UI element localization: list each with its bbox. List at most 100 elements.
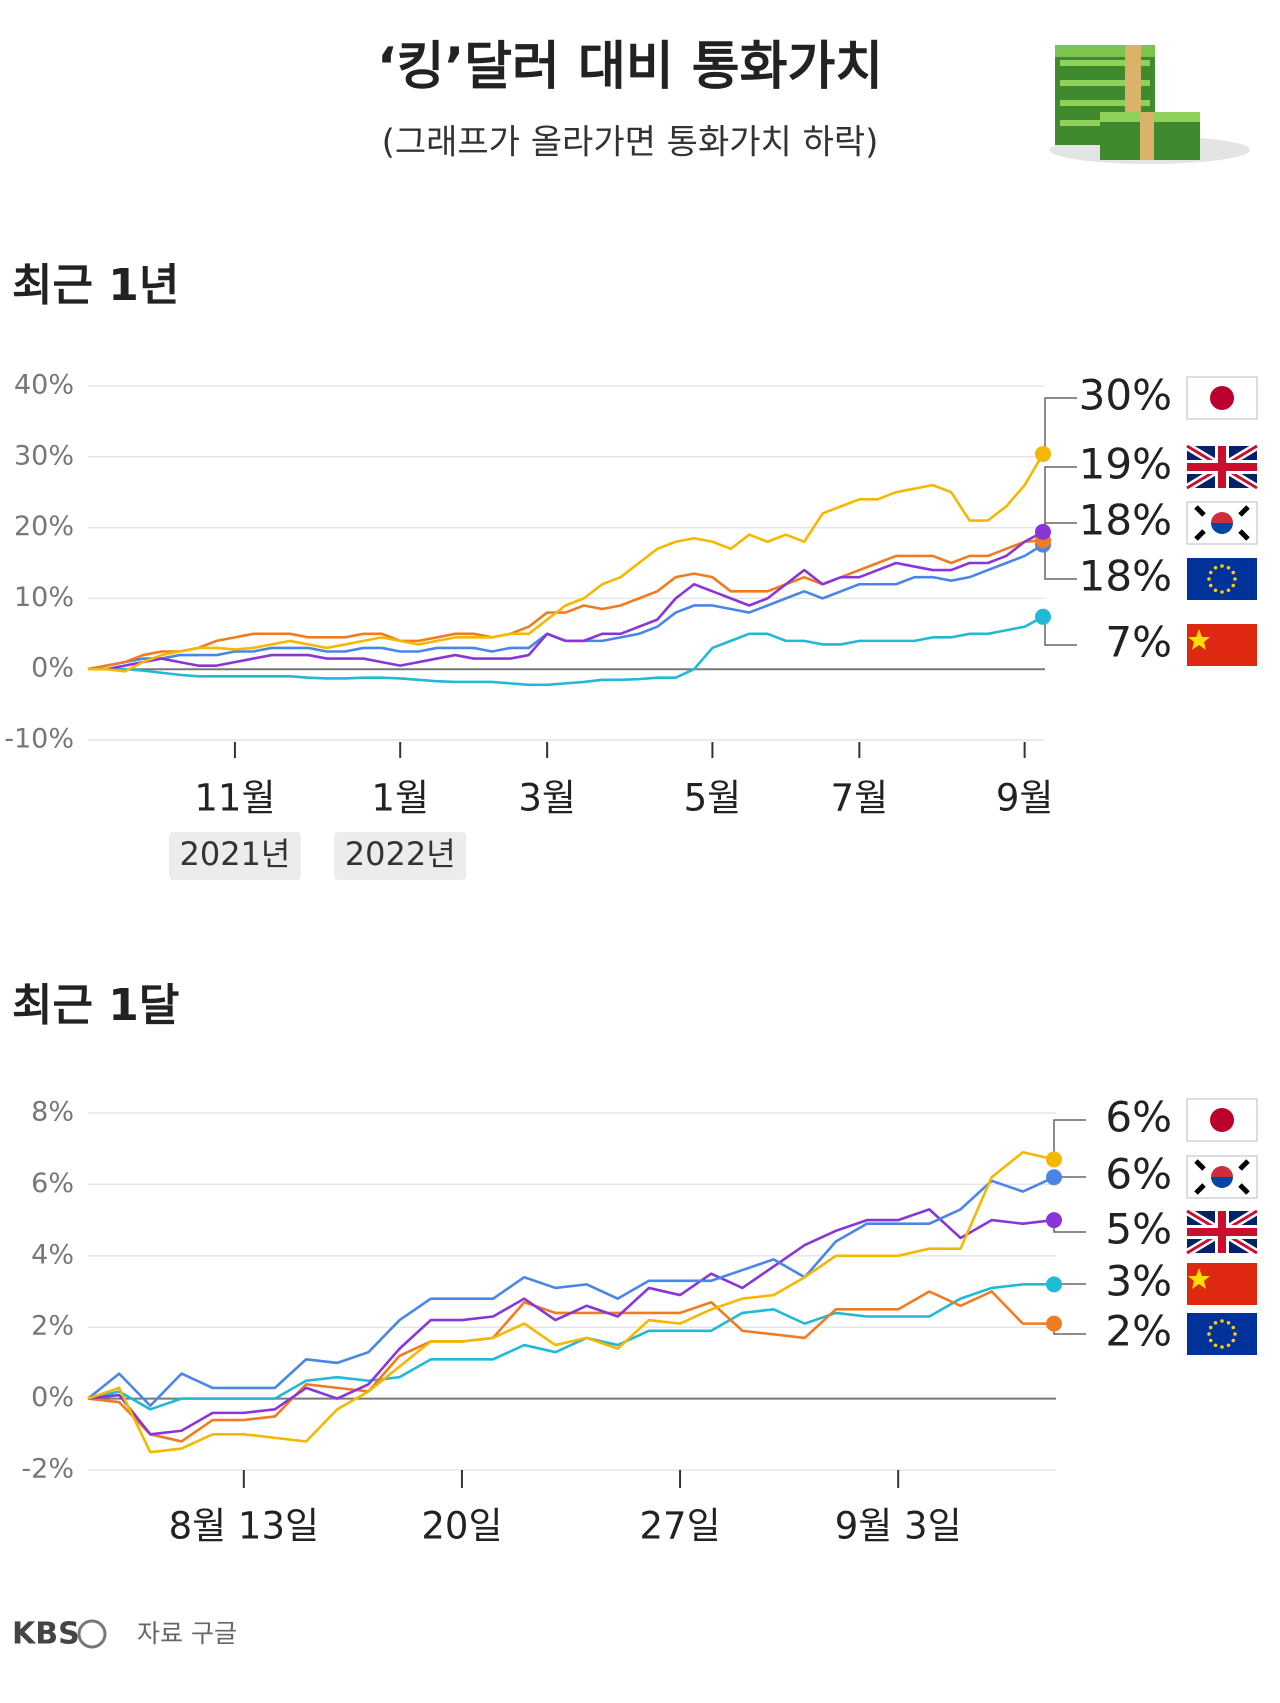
flag-part: [1238, 505, 1250, 517]
flag: [1187, 1263, 1257, 1305]
end-dot: [1035, 608, 1051, 625]
flag: [1184, 442, 1260, 492]
leader-line: [1043, 466, 1077, 533]
flag: [1186, 376, 1258, 420]
end-dot: [1046, 1276, 1062, 1293]
year-label: 2022년: [345, 835, 456, 873]
flag-part: [1213, 1320, 1218, 1325]
y-tick-label: 0%: [31, 653, 74, 684]
flag-part: [1194, 505, 1206, 517]
flag: [1186, 1098, 1258, 1142]
flag-part: [1194, 529, 1206, 541]
end-label: 18%: [1079, 552, 1172, 601]
year-label: 2021년: [179, 835, 290, 873]
flag-part: [1211, 512, 1233, 523]
flag-part: [1226, 1320, 1231, 1325]
end-dot: [1035, 523, 1051, 540]
subtitle: (그래프가 올라가면 통화가치 하락): [382, 123, 879, 163]
flag-part: [1231, 1338, 1236, 1343]
flag-part: [1231, 1325, 1236, 1330]
series-line: [87, 1176, 1055, 1408]
y-tick-label: 10%: [14, 582, 74, 613]
flag-part: [1233, 577, 1237, 581]
flag-part: [1226, 588, 1231, 593]
flag-part: [1187, 1228, 1257, 1236]
flag-part: [1211, 1177, 1233, 1188]
series-line: [88, 615, 1044, 687]
flag-part: [1207, 1332, 1211, 1336]
y-tick-label: -10%: [4, 724, 74, 755]
section-title: 최근 1년: [12, 260, 179, 311]
series-line: [87, 1150, 1055, 1454]
y-tick-label: 2%: [31, 1311, 74, 1342]
flag-part: [1208, 583, 1213, 588]
flag: [1186, 1155, 1258, 1199]
x-tick-label: 5월: [684, 777, 742, 820]
flag-part: [1194, 1183, 1206, 1195]
flag-part: [1208, 1338, 1213, 1343]
flag-part: [1238, 1183, 1250, 1195]
flag-part: [1211, 523, 1233, 534]
end-label: 18%: [1079, 496, 1172, 545]
flag: [1187, 558, 1257, 600]
flag-part: [1226, 565, 1231, 570]
flag-part: [1187, 463, 1257, 471]
y-tick-label: 8%: [31, 1097, 74, 1128]
flag-part: [1220, 564, 1224, 568]
flag-part: [1220, 590, 1224, 594]
flag-part: [1231, 583, 1236, 588]
x-tick-label: 20일: [421, 1505, 502, 1548]
source: 자료 구글: [137, 1619, 237, 1648]
section-title: 최근 1달: [12, 980, 179, 1031]
flag-part: [1210, 386, 1234, 410]
flag-part: [1210, 1108, 1234, 1132]
flag: [1184, 1207, 1260, 1257]
x-tick-label: 11월: [194, 777, 275, 820]
end-dot: [1046, 1151, 1062, 1168]
x-tick-label: 3월: [518, 777, 576, 820]
flag: [1186, 501, 1258, 545]
series-line: [87, 1283, 1054, 1411]
x-tick-label: 7월: [831, 777, 889, 820]
y-tick-label: 4%: [31, 1239, 74, 1270]
end-label: 19%: [1079, 440, 1172, 489]
flag-part: [1207, 577, 1211, 581]
series-line: [87, 1208, 1055, 1436]
flag: [1187, 1313, 1257, 1355]
flag-part: [1188, 1268, 1210, 1289]
y-tick-label: -2%: [21, 1454, 74, 1485]
flag-part: [1233, 1332, 1237, 1336]
y-tick-label: 6%: [31, 1168, 74, 1199]
flag-part: [1238, 529, 1250, 541]
end-dot: [1035, 445, 1051, 462]
leader-line: [1043, 397, 1077, 455]
x-tick-label: 8월 13일: [169, 1505, 319, 1548]
x-tick-label: 27일: [640, 1505, 721, 1548]
flag-part: [1208, 1325, 1213, 1330]
y-tick-label: 20%: [14, 511, 74, 542]
flag: [1187, 624, 1257, 666]
flag-part: [1220, 1345, 1224, 1349]
flag-part: [1238, 1159, 1250, 1171]
end-label: 2%: [1105, 1307, 1172, 1356]
x-tick-label: 9월: [996, 777, 1054, 820]
flag-part: [1226, 1343, 1231, 1348]
end-dot: [1046, 1315, 1062, 1332]
flag-part: [1186, 1098, 1258, 1142]
series-line: [87, 539, 1044, 671]
y-tick-label: 0%: [31, 1382, 74, 1413]
x-tick-label: 9월 3일: [835, 1505, 962, 1548]
flag-part: [1220, 1319, 1224, 1323]
flag-part: [1208, 570, 1213, 575]
leader-line: [1053, 1119, 1086, 1160]
flag-part: [1213, 588, 1218, 593]
end-dot: [1046, 1212, 1062, 1229]
flag-part: [1213, 565, 1218, 570]
end-dot: [1046, 1169, 1062, 1186]
flag-part: [1231, 570, 1236, 575]
end-label: 7%: [1105, 618, 1172, 667]
year-badge: [334, 832, 467, 880]
money-icon: [1050, 45, 1250, 164]
